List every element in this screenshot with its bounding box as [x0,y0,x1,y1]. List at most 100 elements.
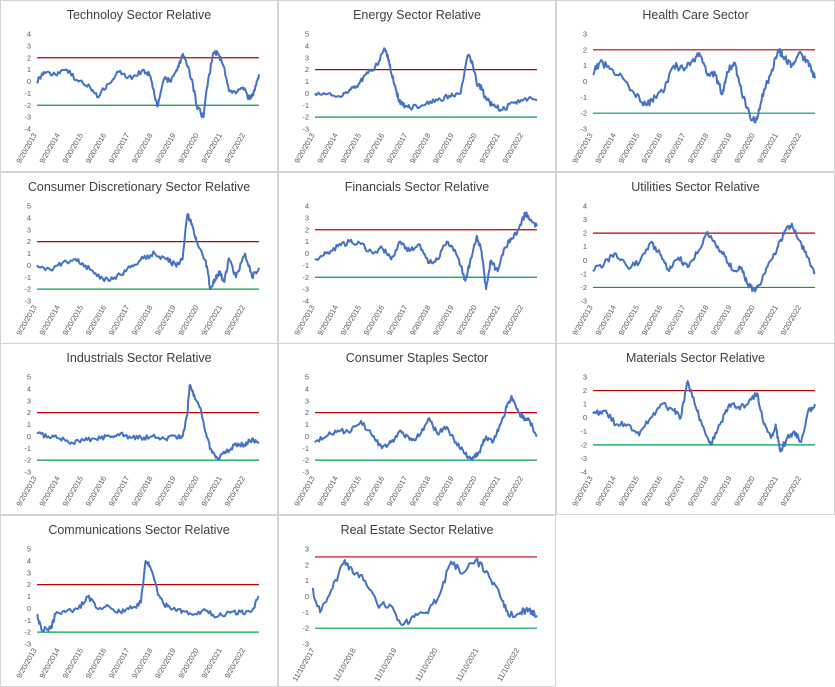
x-tick-label: 9/20/2017 [107,647,131,680]
x-tick-label: 11/10/2017 [290,647,316,684]
x-tick-label: 9/20/2014 [315,304,339,337]
chart-panel: Financials Sector Relative 4 3 2 1 0 -1 -2 -3 -4 9… [278,172,556,344]
x-tick-label: 9/20/2021 [477,475,501,508]
x-tick-label: 9/20/2018 [130,475,154,508]
x-tick-label: 9/20/2015 [339,304,363,337]
x-tick-label: 9/20/2013 [570,132,594,165]
y-tick-label: -3 [24,468,31,477]
y-tick-label: -4 [580,468,587,477]
y-tick-label: -3 [24,113,31,122]
y-tick-label: -3 [24,297,31,306]
y-tick-label: 2 [583,229,587,238]
chart-svg: 3 2 1 0 -1 -2 -311/10/2017 11/10/2018 11/10/2019… [290,545,538,684]
x-tick-label: 9/20/2013 [14,304,38,337]
y-tick-label: 4 [305,202,309,211]
y-tick-label: 3 [27,396,31,405]
y-tick-label: 0 [27,604,31,613]
x-tick-label: 9/20/2018 [686,304,710,337]
y-tick-label: 1 [305,420,309,429]
x-tick-label: 9/20/2013 [14,647,38,680]
x-tick-label: 9/20/2013 [14,132,38,165]
y-tick-label: 3 [305,213,309,222]
x-tick-label: 9/20/2014 [593,132,617,165]
x-tick-label: 9/20/2022 [223,475,247,508]
y-tick-label: 3 [305,545,309,554]
x-tick-label: 9/20/2017 [385,132,409,165]
y-tick-label: 2 [583,45,587,54]
y-tick-label: 3 [305,53,309,62]
chart-svg: 543210-1-2-39/20/20139/20/20149/20/20159… [292,373,538,508]
y-tick-label: 5 [27,545,31,554]
chart-panel: Materials Sector Relative 3 2 1 0 -1 -2 -3 -4 9/2… [556,343,835,515]
x-tick-label: 9/20/2022 [779,132,803,165]
x-tick-label: 9/20/2014 [593,475,617,508]
y-tick-label: -2 [302,456,309,465]
x-tick-label: 9/20/2021 [755,475,779,508]
x-tick-label: 9/20/2020 [176,475,200,508]
x-tick-label: 9/20/2014 [37,647,61,680]
y-tick-label: 0 [305,249,309,258]
chart-panel: Industrials Sector Relative 5 4 3 2 1 0 -1 -2 -3 9… [0,343,278,515]
y-tick-label: 1 [305,77,309,86]
y-tick-label: -2 [302,113,309,122]
x-tick-label: 9/20/2018 [408,475,432,508]
x-tick-label: 11/10/2021 [454,647,480,684]
x-tick-label: 9/20/2020 [176,304,200,337]
x-tick-label: 9/20/2021 [755,304,779,337]
y-tick-label: -3 [302,468,309,477]
x-tick-label: 9/20/2013 [570,304,594,337]
y-tick-label: -2 [24,456,31,465]
x-tick-label: 9/20/2017 [663,304,687,337]
x-tick-label: 9/20/2013 [292,132,316,165]
chart-panel: Consumer Staples Sector 5 4 3 2 1 0 -1 -2 -3 9/20/… [278,343,556,515]
x-tick-label: 9/20/2022 [779,475,803,508]
x-tick-label: 9/20/2014 [315,475,339,508]
x-tick-label: 9/20/2015 [61,647,85,680]
y-tick-label: -4 [24,125,31,134]
x-tick-label: 9/20/2015 [339,132,363,165]
chart-panel: Communications Sector Relative 5 4 3 2 1 0 -1 -2… [0,515,278,687]
x-tick-label: 9/20/2019 [431,304,455,337]
y-tick-label: 5 [27,202,31,211]
x-tick-label: 9/20/2018 [408,132,432,165]
x-tick-label: 9/20/2022 [223,647,247,680]
series-line [36,50,260,119]
chart-panel: Consumer Discretionary Sector Relative 5 4… [0,172,278,344]
y-tick-label: 4 [27,30,31,39]
x-tick-label: 9/20/2014 [593,304,617,337]
x-tick-label: 9/20/2017 [107,304,131,337]
y-tick-label: -2 [302,273,309,282]
y-tick-label: -3 [580,125,587,134]
x-tick-label: 9/20/2016 [362,132,386,165]
x-tick-label: 9/20/2021 [199,647,223,680]
y-tick-label: 2 [305,560,309,569]
y-tick-label: 3 [305,396,309,405]
x-tick-label: 9/20/2013 [292,304,316,337]
x-tick-label: 9/20/2018 [686,132,710,165]
chart-title: Communications Sector Relative [48,523,230,537]
x-tick-label: 9/20/2018 [408,304,432,337]
y-tick-label: 0 [583,77,587,86]
y-tick-label: 3 [583,215,587,224]
x-tick-label: 9/20/2016 [84,304,108,337]
series-line [36,383,260,461]
x-tick-label: 9/20/2020 [176,647,200,680]
x-tick-label: 9/20/2016 [640,304,664,337]
x-tick-label: 9/20/2022 [223,304,247,337]
x-tick-label: 9/20/2019 [153,132,177,165]
series-line [314,211,538,291]
x-tick-label: 9/20/2017 [663,132,687,165]
chart-svg: 4 3 2 1 0 -1 -2 -3 -49/20/20139/20/20149/20/2015… [292,202,538,337]
chart-panel: Energy Sector Relative 5 4 3 2 1 0 -1 -2 -3 9/20/2… [278,0,556,172]
y-tick-label: -1 [302,608,309,617]
series-line [314,395,538,462]
y-tick-label: 0 [583,256,587,265]
chart-title: Consumer Staples Sector [345,351,489,365]
x-tick-label: 9/20/2017 [107,475,131,508]
x-tick-label: 9/20/2015 [61,132,85,165]
x-tick-label: 9/20/2020 [732,132,756,165]
y-tick-label: -3 [302,125,309,134]
x-tick-label: 9/20/2018 [130,132,154,165]
y-tick-label: 2 [305,408,309,417]
y-tick-label: 0 [305,89,309,98]
